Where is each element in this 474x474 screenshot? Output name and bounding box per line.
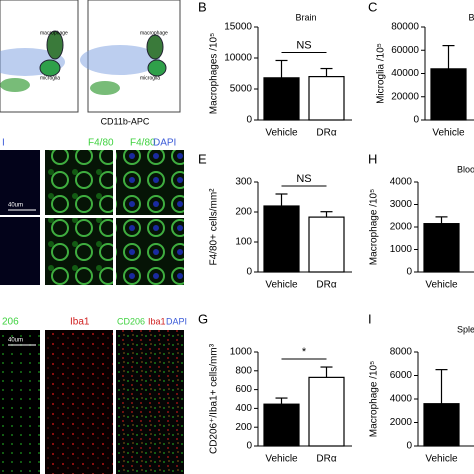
panel-letter: G	[198, 311, 208, 326]
y-tick-label: 4000	[390, 394, 413, 405]
y-tick-label: 2000	[390, 222, 413, 233]
flow-plots: macrophage microglia macrophage microgli…	[0, 0, 181, 126]
panel-letter: C	[368, 0, 377, 14]
y-tick-label: 40000	[391, 68, 419, 79]
chart-title: Bloo	[457, 164, 474, 174]
y-tick-label: 15000	[224, 22, 252, 33]
gate	[146, 34, 164, 60]
bar	[423, 223, 460, 273]
y-tick-label: 300	[235, 177, 252, 188]
y-tick-label: 4000	[390, 177, 413, 188]
bar	[308, 75, 345, 121]
y-tick-label: 80000	[391, 22, 419, 33]
y-tick-label: 20000	[391, 91, 419, 102]
scale-label: 40um	[8, 203, 23, 209]
y-tick-label: 60000	[391, 45, 419, 56]
image-label: Iba1	[148, 316, 166, 326]
y-tick-label: 1000	[230, 347, 253, 358]
gate-label: macrophage	[40, 30, 68, 36]
chart-title: Brain	[295, 12, 316, 22]
y-tick-label: 100	[235, 237, 252, 248]
gate	[147, 59, 167, 77]
image-label: Iba1	[70, 317, 90, 328]
image-label: 206	[2, 317, 19, 328]
y-tick-label: 10000	[224, 53, 252, 64]
iba1-images: 206 Iba1 CD206 Iba1 DAPI 40um	[0, 316, 187, 474]
x-tick-label: DRα	[316, 280, 336, 291]
y-tick-label: 800	[235, 365, 252, 376]
gate-label: macrophage	[140, 30, 168, 36]
y-axis-label: Macrophage /10⁵	[369, 361, 380, 437]
panel-letter: B	[198, 0, 207, 14]
y-tick-label: 0	[246, 267, 252, 278]
svg-text:I: I	[2, 138, 5, 149]
axis-label: CD11b-APC	[101, 116, 150, 126]
x-tick-label: Vehicle	[265, 280, 298, 291]
scale-label: 40um	[8, 338, 23, 344]
panel-letter: H	[368, 151, 377, 166]
y-axis-label: CD206⁺/Iba1+ cells/mm³	[209, 343, 220, 454]
y-tick-label: 0	[246, 441, 252, 452]
x-tick-label: Vehicle	[265, 454, 298, 465]
bar	[308, 216, 345, 273]
y-tick-label: 200	[235, 422, 252, 433]
panel-letter: E	[198, 151, 207, 166]
y-axis-label: Macrophages /10⁵	[209, 33, 220, 114]
bar	[263, 403, 300, 447]
y-tick-label: 600	[235, 384, 252, 395]
image-label: DAPI	[153, 138, 176, 149]
significance-label: NS	[296, 173, 311, 185]
gate-label: microglia	[140, 75, 160, 81]
image-label: F4/80	[88, 138, 114, 149]
y-tick-label: 0	[406, 441, 412, 452]
y-tick-label: 5000	[230, 84, 253, 95]
x-tick-label: Vehicle	[265, 128, 298, 139]
bar	[308, 376, 345, 447]
y-tick-label: 6000	[390, 370, 413, 381]
y-tick-label: 200	[235, 207, 252, 218]
gate	[39, 59, 61, 77]
x-tick-label: DRα	[316, 128, 336, 139]
chart-title: Sple	[457, 324, 474, 334]
gate	[46, 30, 64, 60]
image-label: DAPI	[166, 316, 187, 326]
bar	[263, 77, 300, 121]
image-label: F4/80	[130, 138, 156, 149]
y-tick-label: 3000	[390, 199, 413, 210]
y-tick-label: 400	[235, 403, 252, 414]
f480-images: F4/80 F4/80 DAPI I 40um	[0, 138, 184, 285]
x-tick-label: Vehicle	[432, 128, 465, 139]
panel-letter: I	[368, 311, 372, 326]
x-tick-label: Vehicle	[425, 454, 458, 465]
y-tick-label: 2000	[390, 417, 413, 428]
x-tick-label: DRα	[316, 454, 336, 465]
y-axis-label: F4/80+ cells/mm²	[209, 188, 220, 266]
y-tick-label: 0	[406, 267, 412, 278]
image-label: CD206	[117, 316, 145, 326]
bar	[430, 68, 467, 121]
y-tick-label: 0	[413, 115, 419, 126]
bar	[263, 205, 300, 273]
y-tick-label: 1000	[390, 244, 413, 255]
gate-label: microglia	[40, 75, 60, 81]
y-tick-label: 0	[246, 115, 252, 126]
bar	[423, 403, 460, 447]
chart-title: Br	[469, 12, 474, 22]
y-axis-label: Macrophage /10⁵	[369, 189, 380, 265]
significance-label: *	[302, 346, 307, 358]
y-tick-label: 8000	[390, 347, 413, 358]
significance-label: NS	[296, 39, 311, 51]
y-axis-label: Microglia /10⁵	[376, 43, 387, 104]
x-tick-label: Vehicle	[425, 280, 458, 291]
